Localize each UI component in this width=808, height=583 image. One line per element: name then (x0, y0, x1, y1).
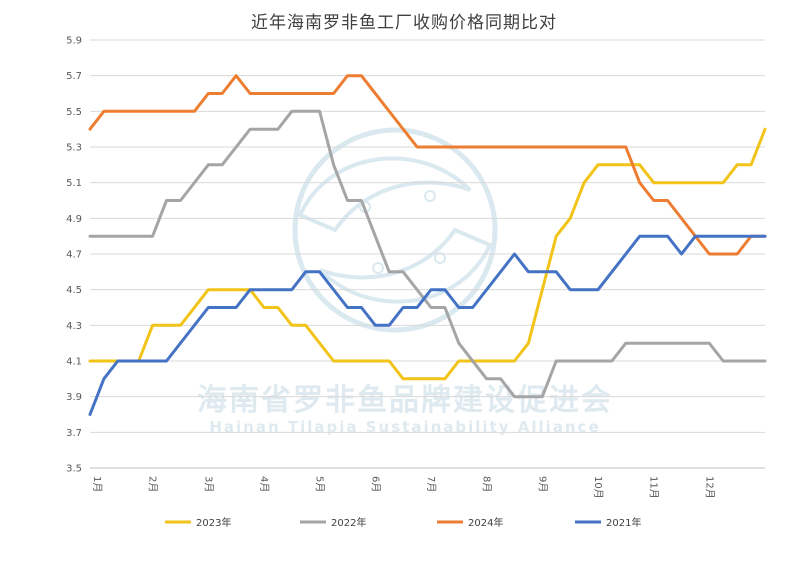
legend-label: 2021年 (606, 516, 641, 529)
x-tick-label: 6月 (369, 476, 381, 492)
watermark-en: Hainan Tilapia Sustainability Alliance (209, 418, 600, 436)
series-line-2022年 (88, 109, 767, 399)
y-tick-label: 5.9 (66, 36, 82, 47)
y-tick-label: 4.7 (66, 250, 82, 261)
y-tick-label: 4.1 (66, 357, 82, 368)
y-tick-label: 4.3 (66, 321, 82, 332)
x-tick-label: 8月 (481, 476, 493, 492)
series-line-2023年 (88, 127, 767, 381)
series-line-2021年 (88, 234, 767, 416)
x-tick-label: 4月 (258, 476, 270, 492)
x-tick-label: 11月 (648, 476, 660, 499)
x-tick-label: 3月 (202, 476, 214, 492)
chart-title: 近年海南罗非鱼工厂收购价格同期比对 (251, 13, 557, 33)
x-tick-label: 2月 (147, 476, 159, 492)
x-tick-label: 10月 (592, 476, 604, 499)
y-tick-label: 5.3 (66, 143, 82, 154)
watermark-logo (292, 127, 498, 333)
y-tick-label: 3.5 (66, 464, 82, 475)
x-tick-label: 12月 (703, 476, 715, 499)
y-tick-label: 5.5 (66, 107, 82, 118)
y-tick-label: 3.7 (66, 428, 82, 439)
y-tick-label: 4.9 (66, 214, 82, 225)
y-tick-label: 5.1 (66, 178, 82, 189)
legend-label: 2024年 (468, 516, 503, 529)
x-tick-label: 1月 (91, 476, 103, 492)
series-line-2024年 (88, 74, 767, 256)
y-tick-label: 3.9 (66, 392, 82, 403)
x-tick-label: 9月 (536, 476, 548, 492)
y-tick-label: 5.7 (66, 71, 82, 82)
legend-label: 2023年 (196, 516, 231, 529)
x-tick-label: 5月 (314, 476, 326, 492)
y-tick-label: 4.5 (66, 285, 82, 296)
watermark-cn: 海南省罗非鱼品牌建设促进会 (197, 383, 613, 418)
legend-label: 2022年 (331, 516, 366, 529)
x-tick-label: 7月 (425, 476, 437, 492)
